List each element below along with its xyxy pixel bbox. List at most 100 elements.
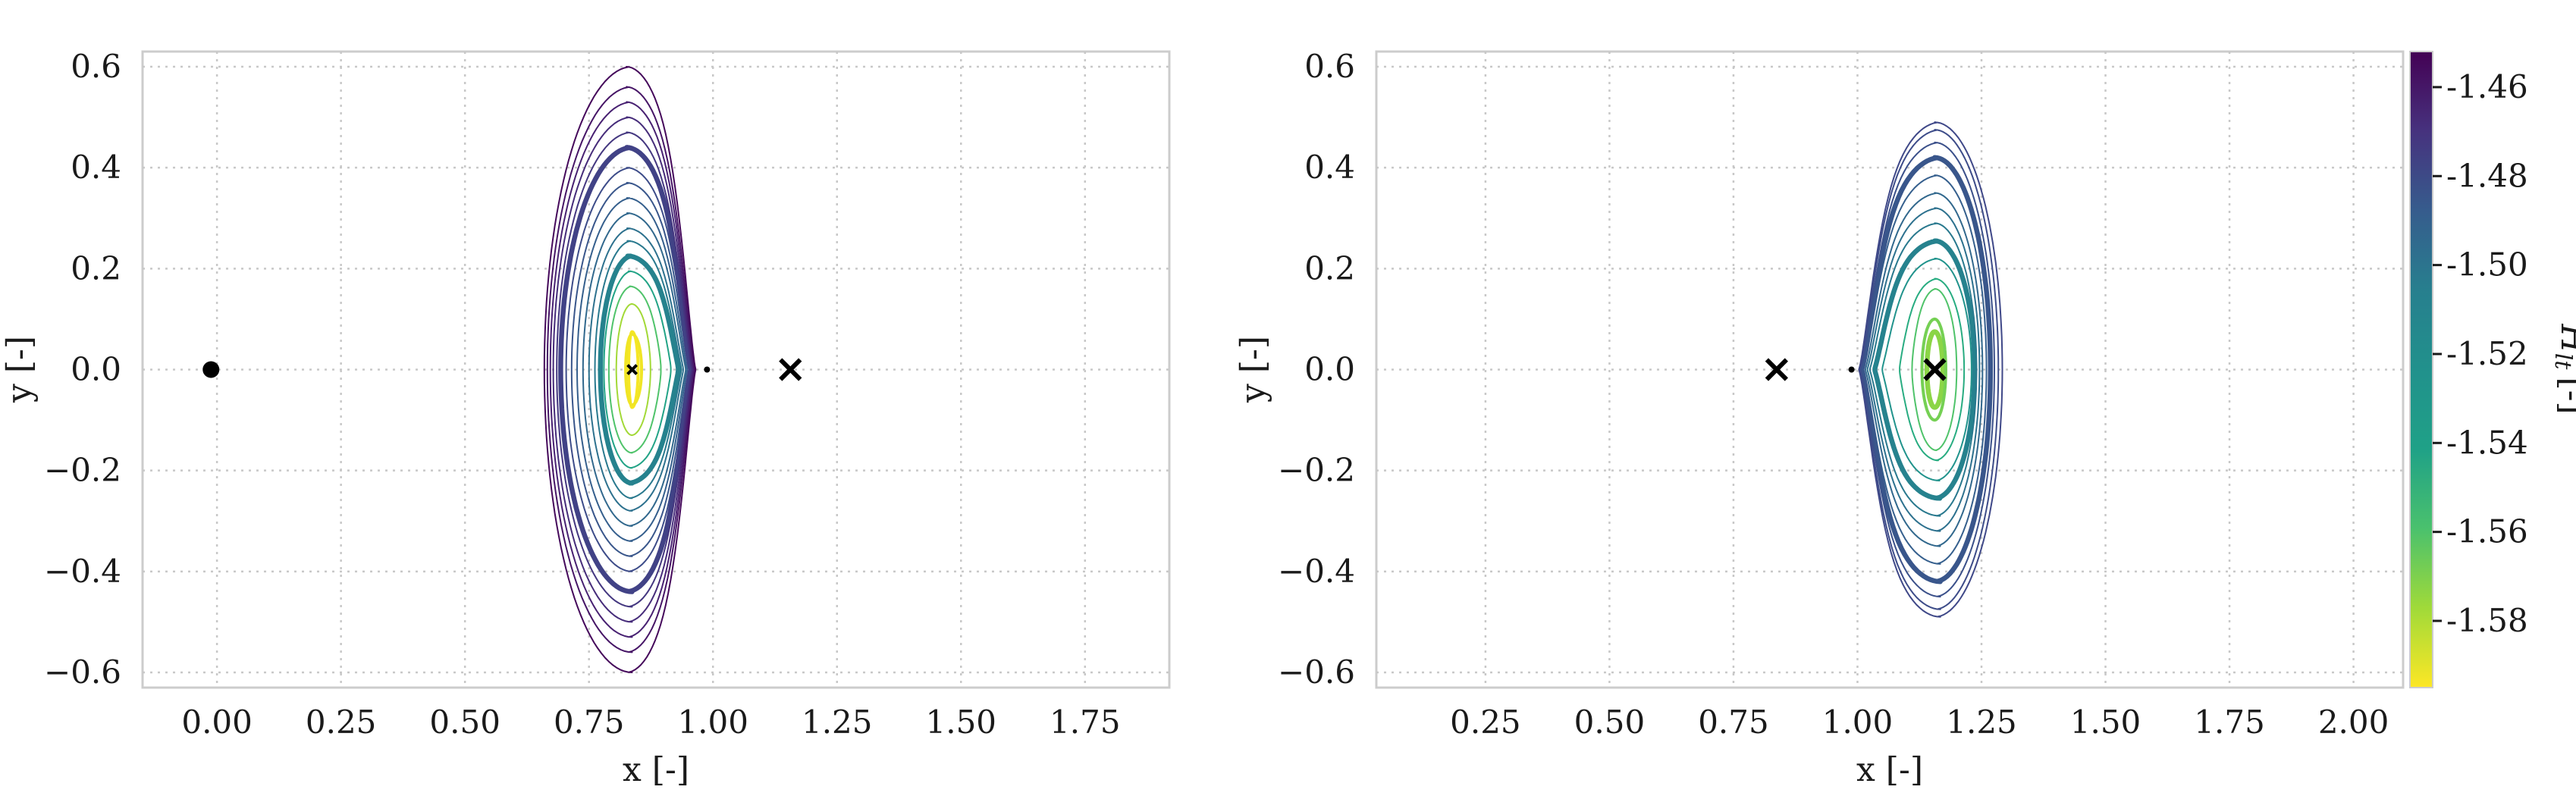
orbit-curve <box>1924 329 1946 410</box>
lagrange-point-marker <box>1923 358 1947 381</box>
orbit-curve <box>594 240 682 500</box>
right-orbit-plot: 0.25 0.50 0.75 1.00 1.25 1.50 1.75 2.00 −0.6−0.… <box>1234 48 2405 789</box>
orbit-curve <box>1866 207 1981 532</box>
orbit-curve <box>1881 258 1972 481</box>
x-tick-label: 0.25 <box>306 704 377 741</box>
y-tick-label: −0.6 <box>1278 653 1355 691</box>
orbit-curve <box>558 145 694 594</box>
right-x-axis-label: x [-] <box>1856 751 1923 789</box>
y-tick-label: 0.4 <box>1304 149 1355 186</box>
x-tick-label: 1.00 <box>677 704 748 741</box>
left-x-axis-label: x [-] <box>623 751 689 789</box>
x-tick-label: 0.50 <box>429 704 500 741</box>
cross-stroke <box>779 358 802 381</box>
orbit-curve <box>1911 288 1958 451</box>
orbit-curve <box>1859 129 2000 610</box>
x-tick-label: 0.50 <box>1574 704 1646 741</box>
orbit-curve <box>582 212 687 527</box>
primary-body-marker <box>202 361 220 378</box>
x-tick-label: 1.75 <box>2194 704 2265 741</box>
lagrange-point-marker <box>626 364 639 375</box>
colorbar-tick-label: -1.46 <box>2446 68 2528 105</box>
colorbar-label-sub: lt <box>2549 353 2576 371</box>
x-tick-label: 2.00 <box>2318 704 2389 741</box>
orbit-curve <box>549 101 695 638</box>
colorbar-tick-label: -1.50 <box>2446 246 2528 284</box>
x-tick-label: 0.00 <box>181 704 253 741</box>
right-markers <box>1765 358 1947 381</box>
colorbar-tick-label: -1.48 <box>2446 157 2528 194</box>
orbit-curve <box>1858 121 2003 618</box>
orbit-curve <box>543 66 697 673</box>
orbit-curve <box>603 270 672 469</box>
colorbar-label: Hlt [-] <box>2549 323 2576 414</box>
orbit-curve <box>556 131 693 608</box>
orbit-curve <box>552 116 694 623</box>
orbit-curve <box>546 86 695 653</box>
right-grid <box>1376 52 2403 688</box>
y-tick-label: −0.6 <box>44 653 121 691</box>
right-y-tick-labels: −0.6 −0.4 −0.2 0.0 0.2 0.4 0.6 <box>1278 48 1355 691</box>
y-tick-label: −0.2 <box>44 452 121 489</box>
x-tick-label: 1.50 <box>926 704 997 741</box>
left-markers <box>202 358 802 381</box>
x-tick-label: 1.50 <box>2070 704 2141 741</box>
y-tick-label: 0.0 <box>1304 351 1355 388</box>
orbit-curve <box>624 332 643 407</box>
orbit-curve <box>588 227 684 512</box>
x-tick-label: 1.00 <box>1822 704 1894 741</box>
left-orbit-curves <box>543 66 697 673</box>
x-tick-label: 1.25 <box>802 704 873 741</box>
secondary-body-marker <box>1848 366 1855 373</box>
orbit-curve <box>1868 222 1978 517</box>
left-x-tick-labels: 0.00 0.25 0.50 0.75 1.00 1.25 1.50 1.75 <box>181 704 1120 741</box>
x-tick-label: 0.25 <box>1450 704 1521 741</box>
colorbar-tick-label: -1.56 <box>2446 513 2528 550</box>
cross-stroke <box>1765 358 1788 381</box>
y-tick-label: 0.6 <box>1304 48 1355 85</box>
x-tick-label: 0.75 <box>554 704 625 741</box>
orbit-curve <box>565 167 691 572</box>
lagrange-point-marker <box>779 358 802 381</box>
right-orbit-curves <box>1858 121 2003 618</box>
y-tick-label: −0.4 <box>44 553 121 590</box>
orbit-curve <box>576 197 689 542</box>
right-x-tick-labels: 0.25 0.50 0.75 1.00 1.25 1.50 1.75 2.00 <box>1450 704 2389 741</box>
orbit-curve <box>1872 238 1978 501</box>
y-tick-label: 0.6 <box>71 48 121 85</box>
colorbar-tick-label: -1.58 <box>2446 602 2528 639</box>
right-y-axis-label: y [-] <box>1234 336 1272 403</box>
orbit-curve <box>607 285 662 454</box>
orbit-curve <box>570 182 690 557</box>
colorbar-tick-label: -1.52 <box>2446 335 2528 372</box>
colorbar-label-unit: [-] <box>2553 377 2576 414</box>
colorbar-ticks: -1.46 -1.48 -1.50 -1.52 -1.54 -1.56 -1.58 <box>2433 68 2528 639</box>
orbit-curve <box>1920 317 1947 422</box>
cross-stroke <box>626 364 639 375</box>
secondary-body-marker <box>704 366 711 373</box>
y-tick-label: 0.2 <box>1304 249 1355 287</box>
x-tick-label: 0.75 <box>1698 704 1769 741</box>
y-tick-label: −0.2 <box>1278 452 1355 489</box>
orbit-curve <box>1859 155 1994 584</box>
left-y-tick-labels: −0.6 −0.4 −0.2 0.0 0.2 0.4 0.6 <box>44 48 121 691</box>
orbit-curve <box>598 253 681 486</box>
orbit-curve <box>1860 141 1995 598</box>
y-tick-label: 0.0 <box>71 351 121 388</box>
left-y-axis-label: y [-] <box>0 336 39 403</box>
orbit-curve <box>615 302 651 437</box>
colorbar-label-main: H <box>2553 323 2576 354</box>
colorbar: -1.46 -1.48 -1.50 -1.52 -1.54 -1.56 -1.58 Hlt [… <box>2409 51 2576 688</box>
orbit-curve <box>1864 192 1984 547</box>
y-tick-label: −0.4 <box>1278 553 1355 590</box>
x-tick-label: 1.25 <box>1946 704 2017 741</box>
lagrange-point-marker <box>1765 358 1788 381</box>
colorbar-gradient <box>2409 51 2433 688</box>
x-tick-label: 1.75 <box>1050 704 1121 741</box>
left-orbit-plot: 0.00 0.25 0.50 0.75 1.00 1.25 1.50 1.75 −0.6−0.… <box>0 48 1171 789</box>
y-tick-label: 0.4 <box>71 149 121 186</box>
y-tick-label: 0.2 <box>71 249 121 287</box>
cross-stroke <box>1923 358 1947 381</box>
colorbar-tick-label: -1.54 <box>2446 424 2528 461</box>
